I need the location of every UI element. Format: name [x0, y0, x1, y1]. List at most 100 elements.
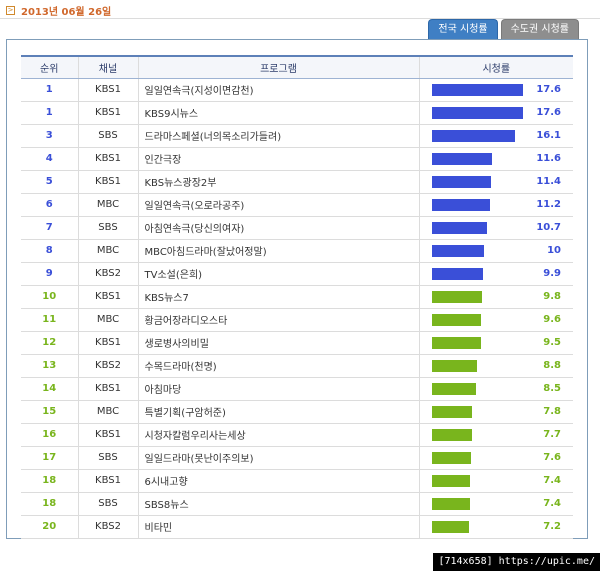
rating-bar — [431, 129, 516, 142]
rating-bar-track — [431, 359, 536, 372]
tab-national-ratings[interactable]: 전국 시청률 — [428, 19, 498, 40]
row-program: SBS8뉴스 — [138, 492, 420, 516]
row-rating-cell: 17.6 — [419, 78, 573, 102]
row-rating-value: 7.2 — [543, 521, 561, 532]
rating-bar — [431, 451, 472, 464]
table-row: 1 KBS1 일일연속극(지성이면감천) 17.6 — [21, 78, 573, 102]
row-channel: SBS — [78, 446, 139, 470]
rating-bar — [431, 244, 484, 257]
rating-bar-track — [431, 267, 536, 280]
image-watermark: [714x658] https://upic.me/ — [433, 553, 600, 571]
table-row: 15 MBC 특별기획(구암허준) 7.8 — [21, 400, 573, 424]
row-channel: SBS — [78, 492, 139, 516]
rating-bar — [431, 267, 483, 280]
rating-bar-track — [431, 129, 536, 142]
row-rating-value: 16.1 — [536, 130, 561, 141]
table-row: 18 KBS1 6시내고향 7.4 — [21, 469, 573, 493]
row-rating-cell: 11.6 — [419, 147, 573, 171]
row-rank: 13 — [21, 354, 79, 378]
table-row: 1 KBS1 KBS9시뉴스 17.6 — [21, 101, 573, 125]
header-divider — [0, 18, 600, 19]
row-rank: 7 — [21, 216, 79, 240]
row-rating-value: 8.5 — [543, 383, 561, 394]
header-program: 프로그램 — [138, 55, 420, 79]
table-row: 12 KBS1 생로병사의비밀 9.5 — [21, 331, 573, 355]
row-rank: 12 — [21, 331, 79, 355]
row-rating-value: 9.5 — [543, 337, 561, 348]
row-program: 일일드라마(못난이주의보) — [138, 446, 420, 470]
row-rating-value: 10 — [547, 245, 561, 256]
row-channel: KBS2 — [78, 515, 139, 539]
row-program: 황금어장라디오스타 — [138, 308, 420, 332]
rating-bar — [431, 290, 483, 303]
row-rank: 1 — [21, 78, 79, 102]
date-header: > 2013년 06월 26일 — [6, 3, 111, 18]
row-rating-value: 7.4 — [543, 475, 561, 486]
row-program: 특별기획(구암허준) — [138, 400, 420, 424]
row-channel: MBC — [78, 308, 139, 332]
row-rank: 18 — [21, 469, 79, 493]
table-row: 18 SBS SBS8뉴스 7.4 — [21, 492, 573, 516]
row-channel: MBC — [78, 400, 139, 424]
row-program: TV소설(은희) — [138, 262, 420, 286]
row-channel: KBS1 — [78, 170, 139, 194]
rating-bar — [431, 198, 490, 211]
row-rating-value: 9.9 — [543, 268, 561, 279]
table-row: 3 SBS 드라마스페셜(너의목소리가들려) 16.1 — [21, 124, 573, 148]
rating-bar-track — [431, 497, 536, 510]
row-rank: 18 — [21, 492, 79, 516]
row-rating-value: 11.4 — [536, 176, 561, 187]
row-rating-cell: 9.5 — [419, 331, 573, 355]
chevron-right-icon: > — [6, 5, 15, 15]
row-program: 일일연속극(지성이면감천) — [138, 78, 420, 102]
table-row: 8 MBC MBC아침드라마(잘났어정말) 10 — [21, 239, 573, 263]
row-rank: 1 — [21, 101, 79, 125]
row-program: 드라마스페셜(너의목소리가들려) — [138, 124, 420, 148]
row-channel: SBS — [78, 124, 139, 148]
table-row: 7 SBS 아침연속극(당신의여자) 10.7 — [21, 216, 573, 240]
row-rating-value: 11.6 — [536, 153, 561, 164]
row-rating-cell: 7.8 — [419, 400, 573, 424]
row-program: 아침마당 — [138, 377, 420, 401]
row-rating-value: 7.6 — [543, 452, 561, 463]
rating-bar — [431, 221, 488, 234]
header-channel: 채널 — [78, 55, 139, 79]
row-program: 비타민 — [138, 515, 420, 539]
row-channel: KBS1 — [78, 285, 139, 309]
row-channel: MBC — [78, 193, 139, 217]
row-channel: KBS1 — [78, 147, 139, 171]
ratings-rows: 1 KBS1 일일연속극(지성이면감천) 17.6 1 KBS1 KBS9시뉴스 17.6 3 S… — [21, 78, 573, 539]
table-row: 13 KBS2 수목드라마(천명) 8.8 — [21, 354, 573, 378]
row-rating-value: 7.8 — [543, 406, 561, 417]
ratings-table: 순위 채널 프로그램 시청률 1 KBS1 일일연속극(지성이면감천) 17.6 1 KB… — [21, 55, 573, 539]
table-row: 10 KBS1 KBS뉴스7 9.8 — [21, 285, 573, 309]
row-rank: 17 — [21, 446, 79, 470]
row-rating-cell: 17.6 — [419, 101, 573, 125]
row-rating-value: 8.8 — [543, 360, 561, 371]
rating-bar — [431, 497, 470, 510]
row-channel: KBS1 — [78, 469, 139, 493]
row-rating-cell: 7.2 — [419, 515, 573, 539]
row-rating-cell: 8.8 — [419, 354, 573, 378]
row-rating-cell: 9.9 — [419, 262, 573, 286]
rating-bar-track — [431, 175, 536, 188]
rating-bar — [431, 428, 472, 441]
row-rating-value: 17.6 — [536, 107, 561, 118]
row-program: KBS뉴스광장2부 — [138, 170, 420, 194]
row-program: 6시내고향 — [138, 469, 420, 493]
rating-bar-track — [431, 221, 536, 234]
row-rank: 8 — [21, 239, 79, 263]
rating-bar-track — [431, 244, 536, 257]
rating-bar-track — [431, 451, 536, 464]
row-rating-cell: 9.6 — [419, 308, 573, 332]
tab-capital-ratings[interactable]: 수도권 시청률 — [500, 19, 579, 40]
row-program: 인간극장 — [138, 147, 420, 171]
rating-bar-track — [431, 474, 536, 487]
rating-bar-track — [431, 520, 536, 533]
row-rank: 10 — [21, 285, 79, 309]
row-rating-cell: 8.5 — [419, 377, 573, 401]
row-rank: 11 — [21, 308, 79, 332]
rating-bar — [431, 474, 470, 487]
row-channel: KBS2 — [78, 354, 139, 378]
row-channel: KBS1 — [78, 78, 139, 102]
